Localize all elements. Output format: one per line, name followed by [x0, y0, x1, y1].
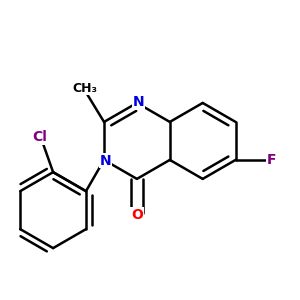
Text: N: N [132, 95, 144, 109]
Text: CH₃: CH₃ [73, 82, 98, 94]
Text: F: F [267, 153, 277, 167]
Text: O: O [131, 208, 143, 222]
Text: Cl: Cl [32, 130, 47, 144]
Text: N: N [100, 154, 111, 168]
